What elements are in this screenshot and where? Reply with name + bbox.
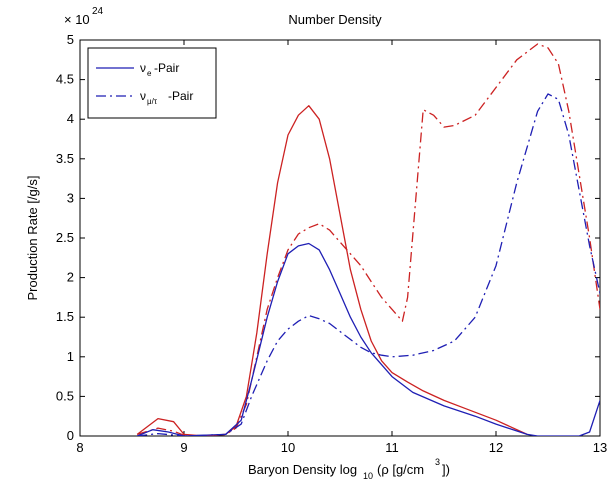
x-axis-label: Baryon Density log 10 (ρ [g/cm 3 ])	[248, 457, 450, 480]
legend-box	[87, 47, 217, 119]
x-axis-label-tail: (ρ [g/cm	[377, 462, 424, 477]
legend-label: -Pair	[154, 61, 179, 75]
legend-subscript: e	[147, 69, 152, 78]
x-axis-label-sub: 10	[363, 471, 373, 480]
y-exponent-label: × 10	[64, 12, 90, 27]
y-tick-label: 1	[67, 349, 74, 364]
x-tick-label: 10	[281, 440, 295, 455]
y-tick-label: 1.5	[56, 309, 74, 324]
y-tick-label: 3	[67, 190, 74, 205]
y-tick-label: 0	[67, 428, 74, 443]
y-axis-label: Production Rate [/g/s]	[25, 175, 40, 300]
x-axis-label-main: Baryon Density log	[248, 462, 357, 477]
legend-symbol: ν	[140, 61, 146, 75]
y-exponent-power: 24	[92, 6, 104, 17]
y-tick-label: 0.5	[56, 388, 74, 403]
y-tick-label: 5	[67, 32, 74, 47]
series-line-4	[137, 93, 600, 436]
legend-symbol: ν	[140, 89, 146, 103]
x-tick-label: 8	[76, 440, 83, 455]
chart-title: Number Density	[288, 12, 382, 27]
legend-label: -Pair	[168, 89, 193, 103]
x-axis-label-sup: 3	[435, 457, 440, 467]
y-tick-label: 2	[67, 270, 74, 285]
x-tick-label: 13	[593, 440, 607, 455]
y-tick-label: 4	[67, 111, 74, 126]
x-tick-label: 11	[385, 440, 399, 455]
y-tick-label: 3.5	[56, 151, 74, 166]
legend-subscript: μ/τ	[147, 97, 158, 106]
y-tick-label: 4.5	[56, 72, 74, 87]
series-line-3	[136, 242, 600, 436]
y-tick-label: 2.5	[56, 230, 74, 245]
x-tick-label: 12	[489, 440, 503, 455]
x-tick-label: 9	[180, 440, 187, 455]
x-axis-label-end: ])	[442, 462, 450, 477]
